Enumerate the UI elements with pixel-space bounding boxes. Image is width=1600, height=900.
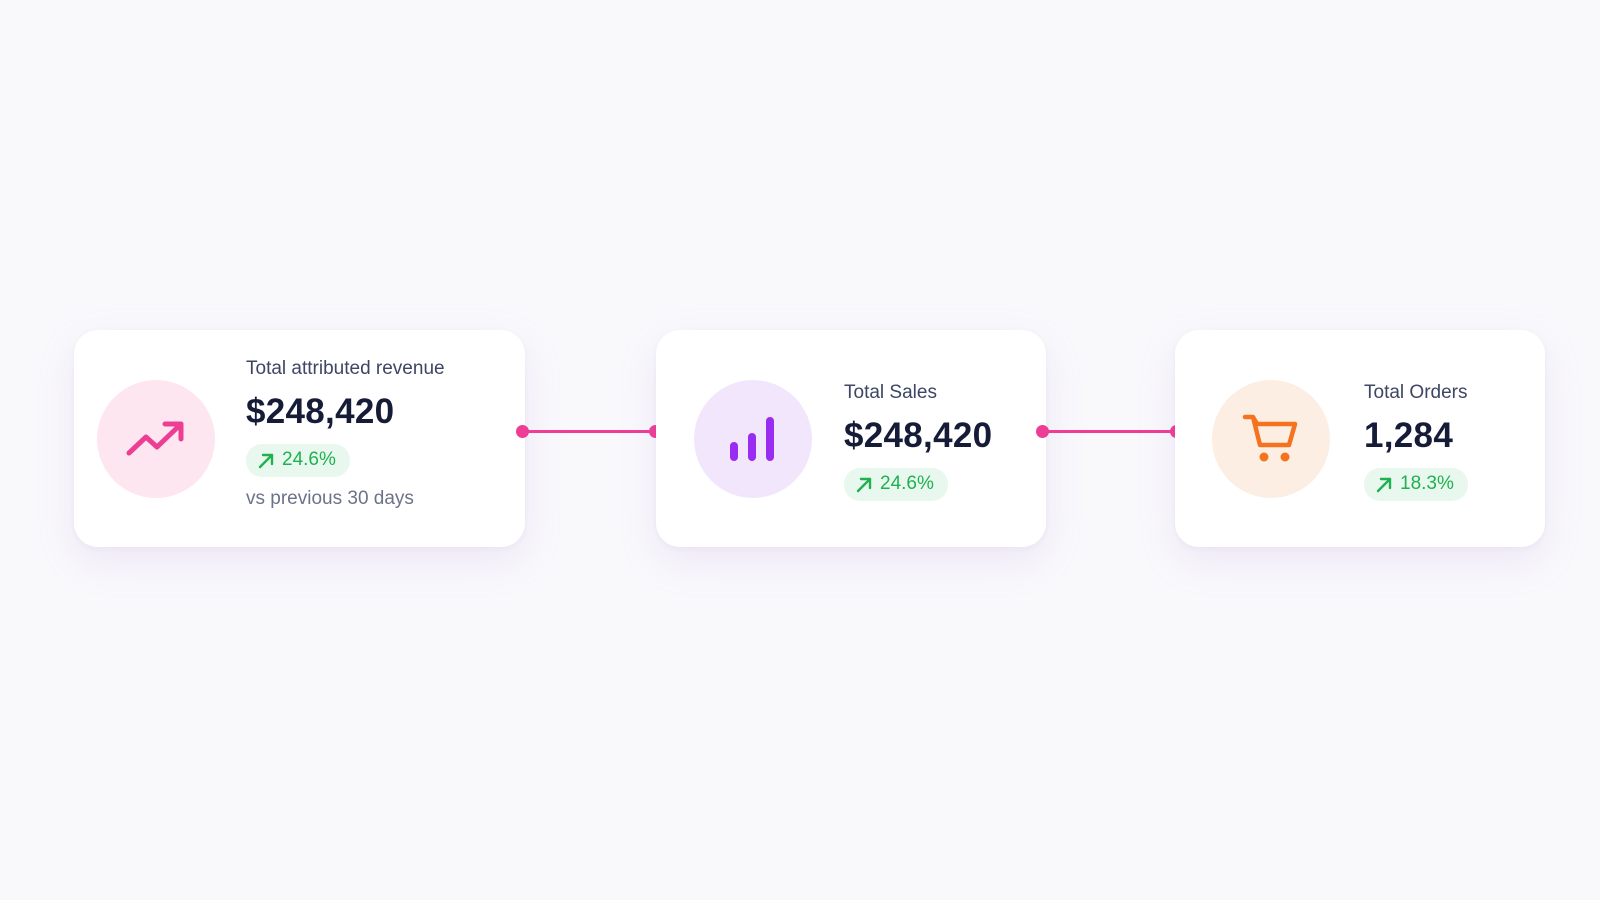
arrow-up-right-icon [1376, 477, 1392, 492]
connector-dot-1a [516, 425, 529, 438]
orders-text-block: Total Orders 1,284 18.3% [1364, 382, 1468, 502]
sales-label: Total Sales [844, 382, 937, 403]
orders-icon-circle [1212, 380, 1330, 498]
orders-value: 1,284 [1364, 415, 1454, 455]
trending-up-icon [126, 421, 184, 456]
revenue-text-block: Total attributed revenue $248,420 24.6% … [246, 358, 445, 510]
revenue-label: Total attributed revenue [246, 358, 445, 379]
arrow-up-right-icon [856, 477, 872, 492]
connector-line-2 [1042, 430, 1176, 433]
sales-card[interactable]: Total Sales $248,420 24.6% [656, 330, 1046, 547]
revenue-card[interactable]: Total attributed revenue $248,420 24.6% … [74, 330, 525, 547]
sales-value: $248,420 [844, 415, 993, 455]
connector-dot-2a [1036, 425, 1049, 438]
connector-line-1 [522, 430, 655, 433]
orders-card[interactable]: Total Orders 1,284 18.3% [1175, 330, 1545, 547]
bar-chart-icon [730, 417, 774, 461]
sales-text-block: Total Sales $248,420 24.6% [844, 382, 993, 502]
orders-change-value: 18.3% [1400, 473, 1454, 495]
orders-label: Total Orders [1364, 382, 1468, 403]
shopping-cart-icon [1242, 414, 1298, 462]
revenue-change-value: 24.6% [282, 449, 336, 471]
sales-change-value: 24.6% [880, 473, 934, 495]
orders-change-badge: 18.3% [1364, 468, 1468, 502]
revenue-value: $248,420 [246, 391, 395, 431]
sales-change-badge: 24.6% [844, 468, 948, 502]
revenue-comparison-text: vs previous 30 days [246, 488, 414, 510]
sales-icon-circle [694, 380, 812, 498]
revenue-change-badge: 24.6% [246, 444, 350, 478]
arrow-up-right-icon [258, 453, 274, 468]
revenue-icon-circle [97, 380, 215, 498]
